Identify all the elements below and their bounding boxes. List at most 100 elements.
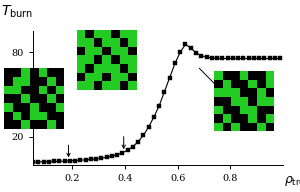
Bar	[120, 81, 128, 90]
Bar	[248, 71, 257, 80]
Bar	[231, 97, 240, 106]
Bar	[13, 69, 21, 77]
Bar	[240, 97, 248, 106]
Bar	[214, 123, 223, 131]
Bar	[39, 103, 47, 112]
Bar	[231, 114, 240, 123]
Bar	[21, 86, 30, 94]
Bar	[47, 94, 56, 103]
Bar	[214, 97, 223, 106]
Bar	[56, 69, 64, 77]
Bar	[214, 80, 223, 88]
Bar	[214, 106, 223, 114]
Bar	[47, 77, 56, 86]
Bar	[56, 77, 64, 86]
Bar	[120, 30, 128, 38]
Bar	[13, 94, 21, 103]
Bar	[39, 77, 47, 86]
Bar	[30, 77, 39, 86]
Bar	[257, 71, 266, 80]
Bar	[85, 38, 94, 47]
Bar	[85, 73, 94, 81]
Bar	[128, 81, 137, 90]
Bar	[111, 81, 120, 90]
Bar	[39, 94, 47, 103]
Bar	[223, 114, 231, 123]
Bar	[21, 112, 30, 120]
Bar	[13, 86, 21, 94]
Bar	[30, 94, 39, 103]
Bar	[102, 64, 111, 73]
Bar	[39, 69, 47, 77]
Bar	[94, 81, 102, 90]
Bar	[120, 38, 128, 47]
Bar	[231, 88, 240, 97]
Bar	[85, 64, 94, 73]
Bar	[120, 55, 128, 64]
Bar	[21, 69, 30, 77]
Bar	[56, 86, 64, 94]
Text: $T_{\mathrm{burn}}$: $T_{\mathrm{burn}}$	[1, 4, 33, 20]
Bar	[102, 55, 111, 64]
Bar	[231, 71, 240, 80]
Bar	[30, 112, 39, 120]
Bar	[94, 38, 102, 47]
Bar	[4, 86, 13, 94]
Bar	[4, 94, 13, 103]
X-axis label: $\rho_{\mathrm{tree}}$: $\rho_{\mathrm{tree}}$	[284, 174, 300, 188]
Bar	[240, 114, 248, 123]
Bar	[223, 80, 231, 88]
Bar	[21, 120, 30, 129]
Bar	[76, 55, 85, 64]
Bar	[120, 64, 128, 73]
Bar	[102, 47, 111, 55]
Bar	[30, 103, 39, 112]
Bar	[223, 123, 231, 131]
Bar	[76, 73, 85, 81]
Bar	[257, 80, 266, 88]
Bar	[30, 69, 39, 77]
Bar	[128, 55, 137, 64]
Bar	[111, 73, 120, 81]
Bar	[248, 88, 257, 97]
Bar	[231, 106, 240, 114]
Bar	[39, 86, 47, 94]
Bar	[128, 73, 137, 81]
Bar	[85, 30, 94, 38]
Bar	[266, 97, 274, 106]
Bar	[85, 55, 94, 64]
Bar	[94, 30, 102, 38]
Bar	[248, 123, 257, 131]
Bar	[56, 94, 64, 103]
Bar	[214, 114, 223, 123]
Bar	[257, 123, 266, 131]
Bar	[223, 88, 231, 97]
Bar	[257, 88, 266, 97]
Bar	[94, 47, 102, 55]
Bar	[248, 80, 257, 88]
Bar	[120, 73, 128, 81]
Bar	[56, 112, 64, 120]
Bar	[128, 38, 137, 47]
Bar	[4, 77, 13, 86]
Bar	[248, 97, 257, 106]
Bar	[240, 123, 248, 131]
Bar	[248, 106, 257, 114]
Bar	[128, 64, 137, 73]
Bar	[13, 120, 21, 129]
Bar	[111, 47, 120, 55]
Bar	[102, 30, 111, 38]
Bar	[94, 73, 102, 81]
Bar	[240, 106, 248, 114]
Bar	[223, 97, 231, 106]
Bar	[94, 64, 102, 73]
Bar	[240, 80, 248, 88]
Bar	[266, 88, 274, 97]
Bar	[76, 38, 85, 47]
Bar	[223, 106, 231, 114]
Bar	[4, 120, 13, 129]
Bar	[39, 120, 47, 129]
Bar	[4, 69, 13, 77]
Bar	[266, 80, 274, 88]
Bar	[76, 64, 85, 73]
